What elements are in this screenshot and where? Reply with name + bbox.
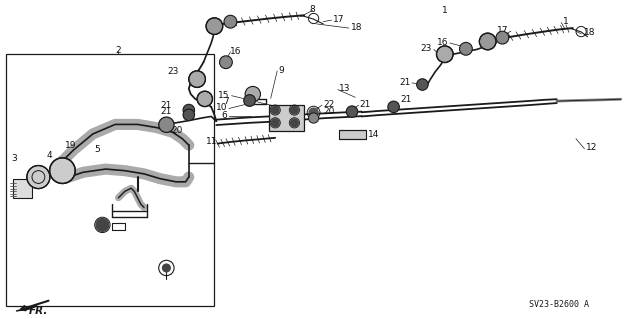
- Circle shape: [224, 15, 237, 28]
- Circle shape: [436, 46, 453, 63]
- Text: 11: 11: [206, 137, 218, 146]
- Text: 17: 17: [497, 26, 509, 35]
- Circle shape: [197, 91, 212, 107]
- Circle shape: [183, 109, 195, 121]
- Text: SV23-B2600 A: SV23-B2600 A: [529, 300, 589, 309]
- Text: 5: 5: [95, 145, 100, 154]
- Circle shape: [271, 119, 279, 127]
- Bar: [13, 179, 32, 198]
- Text: 2: 2: [116, 46, 121, 55]
- Circle shape: [220, 56, 232, 69]
- Text: 23: 23: [420, 44, 432, 53]
- Circle shape: [460, 42, 472, 55]
- Circle shape: [206, 18, 223, 34]
- Text: 16: 16: [436, 38, 448, 47]
- Circle shape: [346, 106, 358, 117]
- Circle shape: [291, 119, 298, 127]
- Circle shape: [479, 33, 496, 50]
- Circle shape: [183, 104, 195, 116]
- Circle shape: [27, 166, 50, 189]
- Text: 19: 19: [65, 141, 77, 150]
- Text: 16: 16: [230, 47, 242, 56]
- Text: 21: 21: [160, 107, 172, 115]
- Circle shape: [309, 108, 318, 117]
- Circle shape: [388, 101, 399, 113]
- Circle shape: [271, 106, 279, 114]
- Text: 3: 3: [12, 154, 17, 163]
- Circle shape: [291, 106, 298, 114]
- Text: 21: 21: [360, 100, 371, 109]
- Polygon shape: [16, 306, 37, 311]
- Text: 15: 15: [218, 91, 229, 100]
- Circle shape: [189, 71, 205, 87]
- Text: 20: 20: [172, 126, 183, 135]
- Text: 1: 1: [442, 6, 447, 15]
- Circle shape: [308, 113, 319, 123]
- Text: 20: 20: [323, 107, 335, 115]
- Text: 4: 4: [46, 151, 52, 160]
- Text: 6: 6: [221, 111, 227, 120]
- Bar: [269, 105, 304, 131]
- Text: 17: 17: [333, 15, 344, 24]
- Circle shape: [496, 31, 509, 44]
- Circle shape: [245, 86, 260, 102]
- Text: 8: 8: [310, 5, 315, 14]
- Text: 21: 21: [399, 78, 411, 87]
- Text: 10: 10: [216, 103, 227, 112]
- Circle shape: [96, 219, 109, 231]
- Text: 21: 21: [160, 101, 172, 110]
- Circle shape: [244, 95, 255, 106]
- Text: 18: 18: [584, 28, 595, 37]
- Circle shape: [163, 264, 170, 272]
- Text: 7: 7: [223, 97, 229, 106]
- Text: 1: 1: [563, 17, 569, 26]
- Circle shape: [159, 117, 174, 132]
- Text: 12: 12: [586, 143, 597, 152]
- Circle shape: [50, 158, 76, 183]
- Bar: [6, 54, 214, 306]
- Text: 23: 23: [168, 67, 179, 76]
- Text: FR.: FR.: [29, 306, 48, 316]
- Text: 22: 22: [323, 100, 335, 109]
- Text: 18: 18: [351, 23, 362, 32]
- Circle shape: [417, 79, 428, 90]
- Text: 9: 9: [278, 66, 284, 75]
- Text: 14: 14: [368, 130, 380, 139]
- Bar: [339, 130, 366, 139]
- Text: 21: 21: [400, 95, 412, 104]
- Text: 13: 13: [339, 84, 351, 93]
